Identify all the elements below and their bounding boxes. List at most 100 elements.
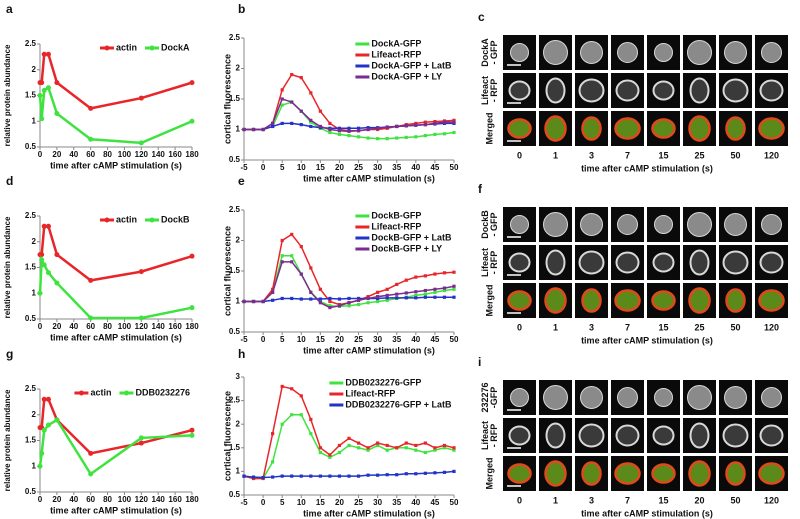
marker xyxy=(88,136,94,142)
x-tick-label: 0 xyxy=(38,322,43,331)
column-label: 20 xyxy=(694,495,704,505)
x-tick-label: 40 xyxy=(69,150,78,159)
marker xyxy=(385,473,389,477)
legend-label: DDB0232276-GFP xyxy=(345,377,421,387)
marker xyxy=(452,118,456,122)
marker xyxy=(299,123,303,127)
panel-label: c xyxy=(478,10,485,24)
marker xyxy=(37,290,43,296)
x-tick-label: 25 xyxy=(354,163,363,172)
legend-marker xyxy=(123,390,129,396)
cell-shape xyxy=(652,80,675,101)
x-tick-label: 50 xyxy=(450,498,459,507)
cell-shape xyxy=(578,423,605,448)
marker xyxy=(318,287,322,291)
x-tick-label: -5 xyxy=(240,335,248,344)
cell-shape xyxy=(687,385,712,410)
x-tick-label: 140 xyxy=(152,495,166,504)
marker xyxy=(318,124,322,129)
marker xyxy=(433,119,437,124)
panel-label: f xyxy=(478,182,483,196)
marker xyxy=(318,474,322,478)
legend-marker xyxy=(149,217,155,223)
cell-shape xyxy=(615,424,640,447)
marker xyxy=(280,121,284,125)
x-axis-title: time after cAMP stimulation (s) xyxy=(581,335,713,345)
legend-marker xyxy=(360,225,364,229)
x-tick-label: -5 xyxy=(240,498,248,507)
x-tick-label: 20 xyxy=(52,322,61,331)
cell-shape xyxy=(581,116,602,141)
x-tick-label: 40 xyxy=(69,495,78,504)
marker xyxy=(337,450,342,455)
marker xyxy=(309,91,313,95)
marker xyxy=(356,135,361,139)
x-tick-label: 60 xyxy=(86,150,95,159)
y-tick-label: 1 xyxy=(32,288,37,297)
marker xyxy=(138,435,144,441)
marker xyxy=(280,254,284,258)
row-label: - RFP xyxy=(489,251,499,275)
marker xyxy=(385,125,389,129)
marker xyxy=(347,129,351,133)
marker xyxy=(404,124,408,128)
marker xyxy=(88,450,94,456)
legend-label: DockA-GFP + LY xyxy=(371,71,442,81)
marker xyxy=(290,296,294,301)
marker xyxy=(452,295,456,299)
marker xyxy=(328,299,332,304)
x-axis-title: time after cAMP stimulation (s) xyxy=(50,160,182,170)
marker xyxy=(290,474,294,478)
marker xyxy=(433,121,437,125)
marker xyxy=(385,296,389,300)
marker xyxy=(404,135,408,140)
marker xyxy=(404,446,408,450)
marker xyxy=(385,293,389,297)
cell-shape xyxy=(654,43,673,62)
marker xyxy=(423,441,427,445)
legend-marker xyxy=(360,75,364,79)
x-tick-label: 35 xyxy=(392,335,401,344)
marker xyxy=(347,134,351,138)
series-line xyxy=(40,398,193,455)
cell-shape xyxy=(761,42,782,63)
cell-shape xyxy=(510,215,529,234)
row-label: Lifeact xyxy=(480,76,490,105)
x-tick-label: 160 xyxy=(168,495,182,504)
marker xyxy=(45,223,51,229)
marker xyxy=(452,270,456,274)
marker xyxy=(376,295,380,299)
legend-label: DDB0232276-GFP + LatB xyxy=(345,399,452,409)
marker xyxy=(414,290,418,294)
marker xyxy=(45,85,51,91)
marker xyxy=(337,474,342,478)
cell-shape xyxy=(688,287,711,314)
marker xyxy=(41,223,47,229)
cell-shape xyxy=(724,41,747,64)
y-tick-label: 2.5 xyxy=(229,205,241,214)
series-line xyxy=(38,418,193,476)
marker xyxy=(356,446,361,450)
marker xyxy=(39,257,45,263)
marker xyxy=(88,277,94,283)
x-tick-label: 40 xyxy=(411,335,420,344)
marker xyxy=(189,80,195,86)
marker xyxy=(423,123,427,127)
marker xyxy=(299,109,303,113)
x-tick-label: 20 xyxy=(335,163,344,172)
series-line xyxy=(40,53,193,110)
legend-marker xyxy=(360,42,364,46)
marker xyxy=(395,124,399,129)
marker xyxy=(366,473,370,477)
y-tick-label: 2 xyxy=(32,65,37,74)
legend-label: actin xyxy=(116,42,137,52)
cell-shape xyxy=(758,117,785,140)
marker xyxy=(366,301,370,305)
marker xyxy=(414,123,418,127)
marker xyxy=(290,100,294,104)
marker xyxy=(328,130,332,135)
cell-shape xyxy=(759,79,784,102)
legend: actin DDB0232276 xyxy=(74,387,190,397)
marker xyxy=(423,471,427,475)
